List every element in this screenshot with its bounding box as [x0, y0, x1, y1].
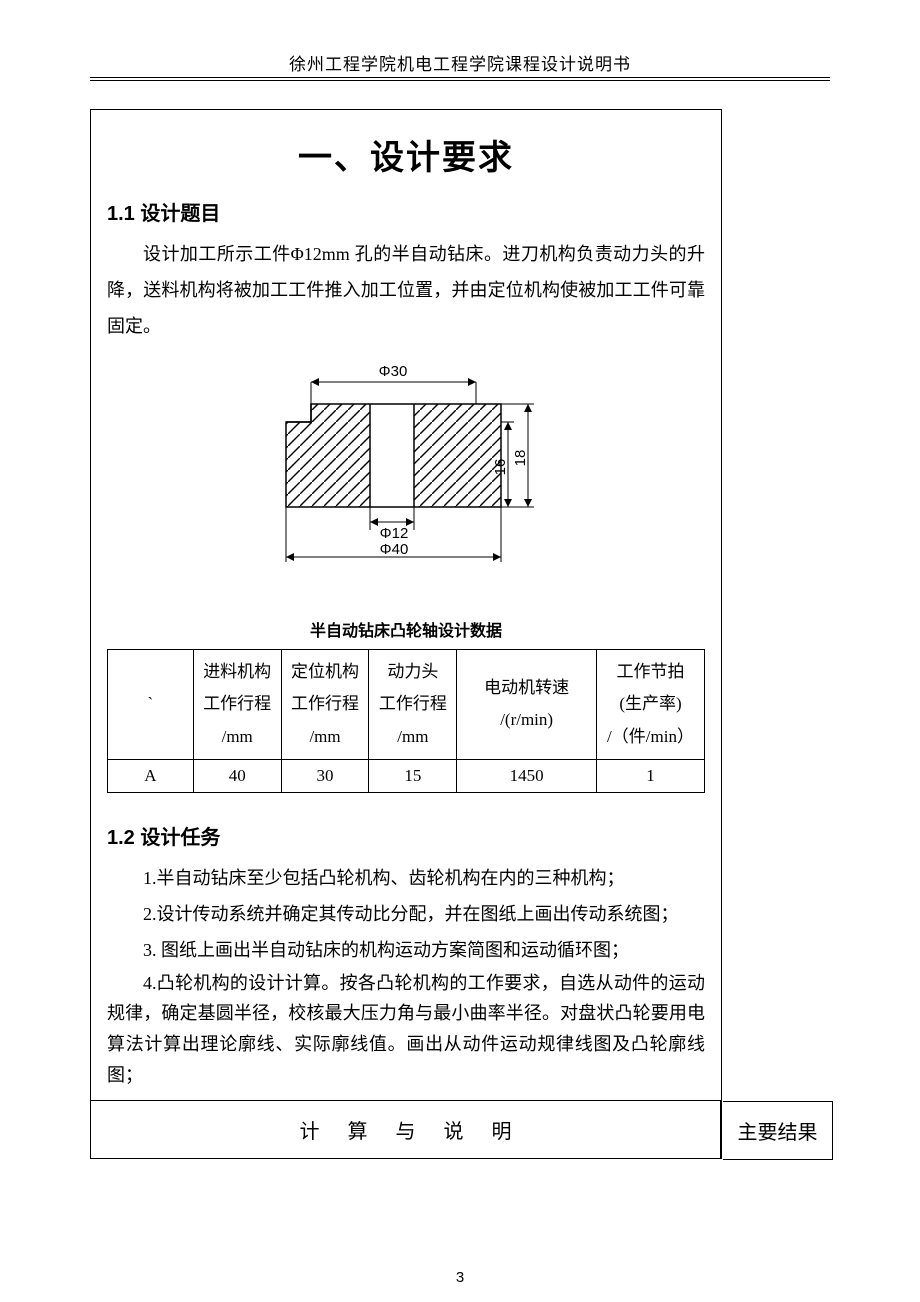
col-1: 进料机构 工作行程 /mm — [193, 650, 281, 760]
col-3: 动力头 工作行程 /mm — [369, 650, 457, 760]
dim-18: 18 — [512, 450, 529, 467]
main-title: 一、设计要求 — [107, 130, 705, 179]
row-label: A — [108, 759, 194, 792]
footer-left-label: 计算与说明 — [91, 1101, 721, 1158]
content-frame: 一、设计要求 1.1 设计题目 设计加工所示工件Φ12mm 孔的半自动钻床。进刀… — [90, 109, 722, 1159]
col-2: 定位机构 工作行程 /mm — [281, 650, 369, 760]
section-2-title: 设计任务 — [140, 827, 220, 849]
section-1-heading: 1.1 设计题目 — [107, 197, 705, 226]
cell: 30 — [281, 759, 369, 792]
col-4: 电动机转速 /(r/min) — [457, 650, 597, 760]
page: 徐州工程学院机电工程学院课程设计说明书 一、设计要求 1.1 设计题目 设计加工… — [0, 0, 920, 1302]
section-2-num: 1.2 — [107, 827, 135, 849]
page-number: 3 — [0, 1269, 920, 1286]
header-rule-top — [90, 77, 830, 78]
task-item-3: 3. 图纸上画出半自动钻床的机构运动方案简图和运动循环图； — [107, 932, 705, 968]
section-2-heading: 1.2 设计任务 — [107, 821, 705, 850]
design-data-table: ` 进料机构 工作行程 /mm 定位机构 工作行程 /mm 动力头 工作行程 — [107, 649, 705, 793]
dim-phi40: Φ40 — [380, 541, 409, 558]
cell: 1450 — [457, 759, 597, 792]
content-body: 一、设计要求 1.1 设计题目 设计加工所示工件Φ12mm 孔的半自动钻床。进刀… — [91, 110, 721, 1100]
table-row: A 40 30 15 1450 1 — [108, 759, 705, 792]
cell: 1 — [597, 759, 705, 792]
cell: 15 — [369, 759, 457, 792]
workpiece-figure: Φ30 — [107, 362, 705, 577]
dim-phi12: Φ12 — [380, 525, 409, 542]
section-1-title: 设计题目 — [140, 203, 220, 225]
cell: 40 — [193, 759, 281, 792]
workpiece-svg: Φ30 — [276, 362, 536, 572]
page-header: 徐州工程学院机电工程学院课程设计说明书 — [90, 50, 830, 75]
task-item-2: 2.设计传动系统并确定其传动比分配，并在图纸上画出传动系统图； — [107, 896, 705, 932]
section-1-paragraph: 设计加工所示工件Φ12mm 孔的半自动钻床。进刀机构负责动力头的升降，送料机构将… — [107, 236, 705, 344]
section-1-num: 1.1 — [107, 203, 135, 225]
table-caption: 半自动钻床凸轮轴设计数据 — [107, 617, 705, 641]
footer-row: 计算与说明 — [91, 1100, 721, 1158]
table-header-row: ` 进料机构 工作行程 /mm 定位机构 工作行程 /mm 动力头 工作行程 — [108, 650, 705, 760]
footer-right-label: 主要结果 — [723, 1101, 833, 1160]
task-item-1: 1.半自动钻床至少包括凸轮机构、齿轮机构在内的三种机构； — [107, 860, 705, 896]
col-5: 工作节拍 (生产率) /（件/min） — [597, 650, 705, 760]
dim-phi30: Φ30 — [379, 363, 408, 380]
dim-16: 16 — [492, 459, 509, 476]
header-rule-bottom — [90, 80, 830, 81]
task-item-4: 4.凸轮机构的设计计算。按各凸轮机构的工作要求，自选从动件的运动规律，确定基圆半… — [107, 968, 705, 1090]
col-0: ` — [108, 650, 194, 760]
